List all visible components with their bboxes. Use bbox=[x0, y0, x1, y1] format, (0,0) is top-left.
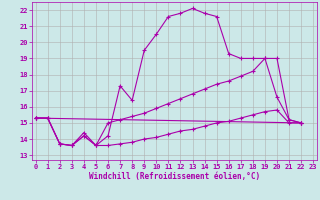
X-axis label: Windchill (Refroidissement éolien,°C): Windchill (Refroidissement éolien,°C) bbox=[89, 172, 260, 181]
